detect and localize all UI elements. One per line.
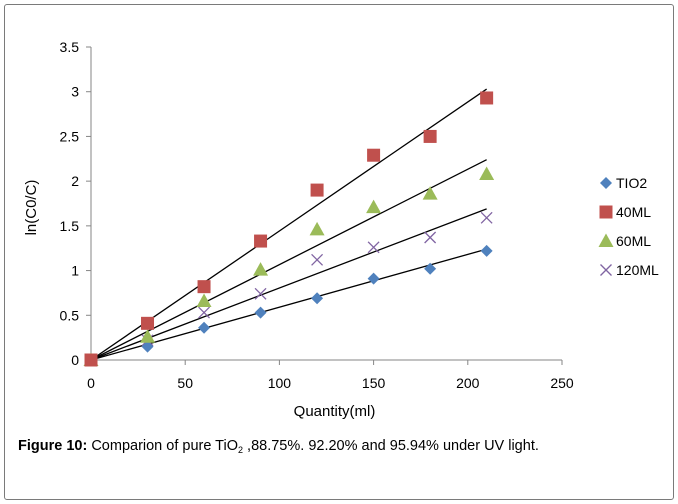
x-tick-label: 100 xyxy=(268,375,292,391)
y-tick-label: 3 xyxy=(71,84,79,100)
point-60ml xyxy=(309,221,325,236)
legend-marker-60ml xyxy=(598,233,614,247)
point-tio2 xyxy=(254,306,267,319)
point-60ml xyxy=(422,186,438,200)
trendline-40ml xyxy=(90,88,488,361)
data-points xyxy=(83,91,495,367)
point-40ml xyxy=(84,353,98,367)
point-40ml xyxy=(310,183,324,197)
legend-label-120ml: 120ML xyxy=(616,262,659,278)
point-40ml xyxy=(423,129,437,143)
x-tick-label: 50 xyxy=(177,375,193,391)
caption-text-after: ,88.75%. 92.20% and 95.94% under UV ligh… xyxy=(243,438,539,454)
x-tick-label: 250 xyxy=(550,375,574,391)
point-40ml xyxy=(480,91,494,105)
chart-axes: 0 0.5 1 1.5 2 2.5 3 3.5 0 50 100 150 200 250 Quantity(… xyxy=(23,39,574,420)
point-120ml xyxy=(311,253,324,266)
trendline-60ml xyxy=(90,159,487,361)
caption-text-before: Comparion of pure TiO xyxy=(87,438,239,454)
point-tio2 xyxy=(198,321,211,334)
point-60ml xyxy=(479,166,495,180)
legend-label-tio2: TIO2 xyxy=(616,175,647,191)
point-tio2 xyxy=(424,262,437,275)
point-60ml xyxy=(140,329,156,343)
legend-marker-40ml xyxy=(599,205,613,219)
point-60ml xyxy=(196,293,212,307)
caption-subscript: 2 xyxy=(238,445,244,455)
point-40ml xyxy=(141,316,155,330)
x-tick-label: 200 xyxy=(456,375,480,391)
point-120ml xyxy=(367,241,380,254)
y-tick-label: 1.5 xyxy=(60,218,80,234)
point-tio2 xyxy=(367,272,380,285)
figure-frame xyxy=(4,4,674,500)
caption-label: Figure 10: xyxy=(18,438,88,454)
point-40ml xyxy=(197,280,211,294)
legend-marker-120ml xyxy=(600,264,612,276)
y-tick-label: 3.5 xyxy=(60,39,80,55)
point-tio2 xyxy=(480,244,493,257)
point-120ml xyxy=(424,231,437,244)
point-120ml xyxy=(254,287,267,300)
x-tick-label: 0 xyxy=(87,375,95,391)
y-tick-label: 1 xyxy=(71,263,79,279)
y-tick-label: 2 xyxy=(71,173,79,189)
y-axis-title: ln(C0/C) xyxy=(23,180,40,236)
point-120ml xyxy=(480,211,493,224)
trendlines xyxy=(90,88,488,361)
point-60ml xyxy=(366,199,382,214)
point-40ml xyxy=(254,234,268,248)
legend: TIO2 40ML 60ML 120ML xyxy=(598,175,659,278)
figure-caption: Figure 10: Comparion of pure TiO2 ,88.75… xyxy=(18,436,663,456)
legend-marker-tio2 xyxy=(600,177,612,189)
scatter-chart: 0 0.5 1 1.5 2 2.5 3 3.5 0 50 100 150 200 250 Quantity(… xyxy=(23,39,659,420)
legend-label-60ml: 60ML xyxy=(616,233,651,249)
y-tick-label: 0.5 xyxy=(60,307,80,323)
point-40ml xyxy=(367,148,381,162)
x-tick-label: 150 xyxy=(362,375,386,391)
trendline-tio2 xyxy=(90,248,487,361)
point-tio2 xyxy=(141,340,154,353)
trendline-120ml xyxy=(90,208,487,361)
point-120ml xyxy=(198,306,210,319)
y-tick-label: 2.5 xyxy=(60,128,80,144)
x-axis-title: Quantity(ml) xyxy=(294,403,376,420)
point-tio2 xyxy=(311,292,324,305)
y-tick-label: 0 xyxy=(71,352,79,368)
point-60ml xyxy=(253,262,269,276)
legend-label-40ml: 40ML xyxy=(616,204,651,220)
